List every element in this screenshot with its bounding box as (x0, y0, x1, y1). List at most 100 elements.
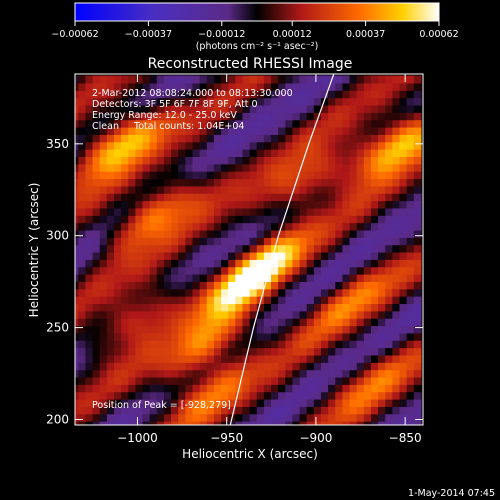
heatmap-pixel (263, 163, 272, 172)
heatmap-pixel (349, 112, 358, 121)
heatmap-pixel (106, 318, 115, 327)
heatmap-pixel (292, 391, 301, 400)
heatmap-pixel (292, 141, 301, 150)
heatmap-pixel (349, 384, 358, 393)
heatmap-pixel (199, 398, 208, 407)
heatmap-pixel (249, 347, 258, 356)
heatmap-pixel (92, 421, 101, 425)
heatmap-pixel (363, 332, 372, 341)
heatmap-pixel (235, 413, 244, 422)
heatmap-pixel (378, 296, 386, 305)
heatmap-pixel (199, 193, 208, 202)
heatmap-pixel (256, 119, 265, 128)
heatmap-pixel (113, 406, 122, 415)
heatmap-pixel (106, 82, 115, 91)
heatmap-pixel (278, 126, 286, 135)
heatmap-pixel (399, 310, 408, 319)
heatmap-pixel (378, 104, 386, 113)
heatmap-pixel (299, 398, 308, 407)
heatmap-pixel (135, 413, 144, 422)
heatmap-pixel (378, 384, 386, 393)
colorbar-tick-label: −0.00037 (125, 29, 172, 40)
heatmap-pixel (385, 398, 393, 407)
heatmap-pixel (135, 200, 144, 209)
heatmap-pixel (242, 266, 251, 275)
heatmap-pixel (292, 215, 301, 224)
heatmap-pixel (242, 104, 251, 113)
heatmap-pixel (306, 163, 315, 172)
heatmap-pixel (392, 149, 401, 157)
heatmap-pixel (263, 126, 272, 135)
heatmap-pixel (185, 406, 194, 415)
heatmap-pixel (228, 347, 236, 356)
heatmap-pixel (128, 369, 136, 378)
heatmap-pixel (199, 384, 208, 393)
heatmap-pixel (370, 126, 379, 135)
heatmap-pixel (199, 274, 208, 282)
heatmap-pixel (242, 134, 251, 143)
heatmap-pixel (356, 251, 365, 260)
heatmap-pixel (263, 398, 272, 407)
heatmap-pixel (271, 185, 279, 194)
heatmap-pixel (342, 406, 351, 415)
heatmap-pixel (263, 149, 272, 157)
heatmap-pixel (142, 310, 151, 319)
heatmap-pixel (213, 340, 222, 349)
heatmap-pixel (392, 171, 401, 180)
heatmap-pixel (399, 281, 408, 290)
heatmap-pixel (228, 281, 236, 290)
heatmap-pixel (135, 391, 144, 400)
heatmap-pixel (171, 318, 179, 327)
heatmap-pixel (342, 266, 351, 275)
heatmap-pixel (228, 156, 236, 165)
heatmap-pixel (242, 163, 251, 172)
heatmap-pixel (106, 200, 115, 209)
heatmap-pixel (378, 75, 386, 84)
heatmap-pixel (392, 75, 401, 84)
heatmap-pixel (199, 75, 208, 84)
heatmap-pixel (92, 112, 101, 121)
heatmap-pixel (199, 310, 208, 319)
heatmap-pixel (392, 207, 401, 216)
heatmap-pixel (242, 185, 251, 194)
heatmap-pixel (242, 421, 251, 425)
heatmap-pixel (313, 126, 322, 135)
heatmap-pixel (378, 281, 386, 290)
heatmap-pixel (370, 222, 379, 231)
heatmap-pixel (278, 97, 286, 106)
heatmap-pixel (92, 398, 101, 407)
heatmap-pixel (249, 251, 258, 260)
heatmap-pixel (113, 229, 122, 238)
heatmap-pixel (285, 207, 294, 216)
heatmap-pixel (363, 384, 372, 393)
heatmap-pixel (378, 229, 386, 238)
heatmap-pixel (278, 193, 286, 202)
heatmap-pixel (185, 376, 194, 385)
heatmap-pixel (328, 296, 336, 305)
heatmap-pixel (263, 406, 272, 415)
heatmap-pixel (378, 310, 386, 319)
heatmap-pixel (142, 119, 151, 128)
heatmap-pixel (271, 215, 279, 224)
heatmap-pixel (335, 171, 343, 180)
heatmap-pixel (342, 244, 351, 253)
heatmap-pixel (299, 207, 308, 216)
heatmap-pixel (156, 75, 165, 84)
heatmap-pixel (206, 149, 215, 157)
heatmap-pixel (142, 384, 151, 393)
heatmap-pixel (313, 259, 322, 268)
heatmap-pixel (206, 178, 215, 187)
heatmap-pixel (342, 171, 351, 180)
heatmap-pixel (92, 215, 101, 224)
heatmap-pixel (271, 266, 279, 275)
heatmap-pixel (128, 141, 136, 150)
heatmap-pixel (106, 185, 115, 194)
heatmap-pixel (213, 178, 222, 187)
heatmap-pixel (213, 193, 222, 202)
heatmap-pixel (299, 340, 308, 349)
heatmap-pixel (256, 134, 265, 143)
heatmap-pixel (113, 171, 122, 180)
heatmap-pixel (271, 391, 279, 400)
heatmap-pixel (178, 413, 186, 422)
heatmap-pixel (271, 193, 279, 202)
